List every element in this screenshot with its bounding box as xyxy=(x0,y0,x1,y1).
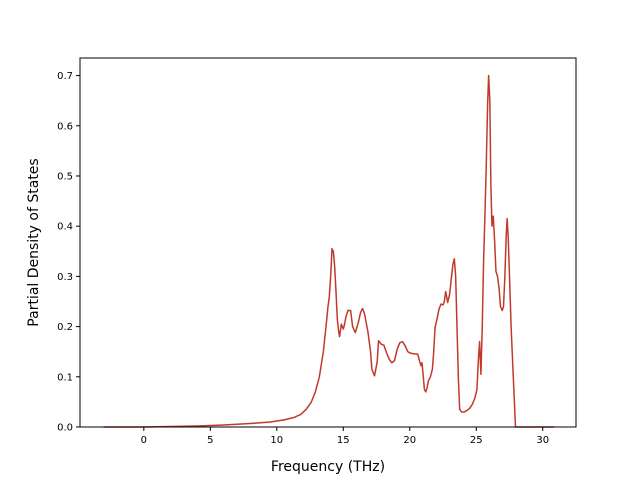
y-tick-label: 0.2 xyxy=(57,322,73,333)
y-tick-label: 0.0 xyxy=(57,423,73,434)
y-tick-label: 0.4 xyxy=(57,222,73,233)
x-tick-label: 10 xyxy=(270,435,283,446)
y-tick-label: 0.6 xyxy=(57,121,73,132)
y-axis-label: Partial Density of States xyxy=(26,158,42,326)
x-tick-label: 25 xyxy=(470,435,483,446)
x-tick-label: 30 xyxy=(536,435,549,446)
y-tick-label: 0.5 xyxy=(57,171,73,182)
y-tick-label: 0.3 xyxy=(57,272,73,283)
plot-layer xyxy=(103,74,555,428)
y-axis: 0.0 0.1 0.2 0.3 0.4 0.5 0.6 0.7 xyxy=(57,71,80,434)
plot-frame xyxy=(79,57,577,428)
y-tick-label: 0.1 xyxy=(57,372,73,383)
x-tick-label: 20 xyxy=(403,435,416,446)
x-axis: 0 5 10 15 20 25 30 xyxy=(141,427,549,446)
y-tick-label: 0.7 xyxy=(57,71,73,82)
pdos-series-line-1 xyxy=(103,74,555,428)
x-tick-label: 5 xyxy=(207,435,213,446)
x-tick-label: 15 xyxy=(337,435,350,446)
x-tick-label: 0 xyxy=(141,435,147,446)
x-axis-label: Frequency (THz) xyxy=(271,459,385,475)
